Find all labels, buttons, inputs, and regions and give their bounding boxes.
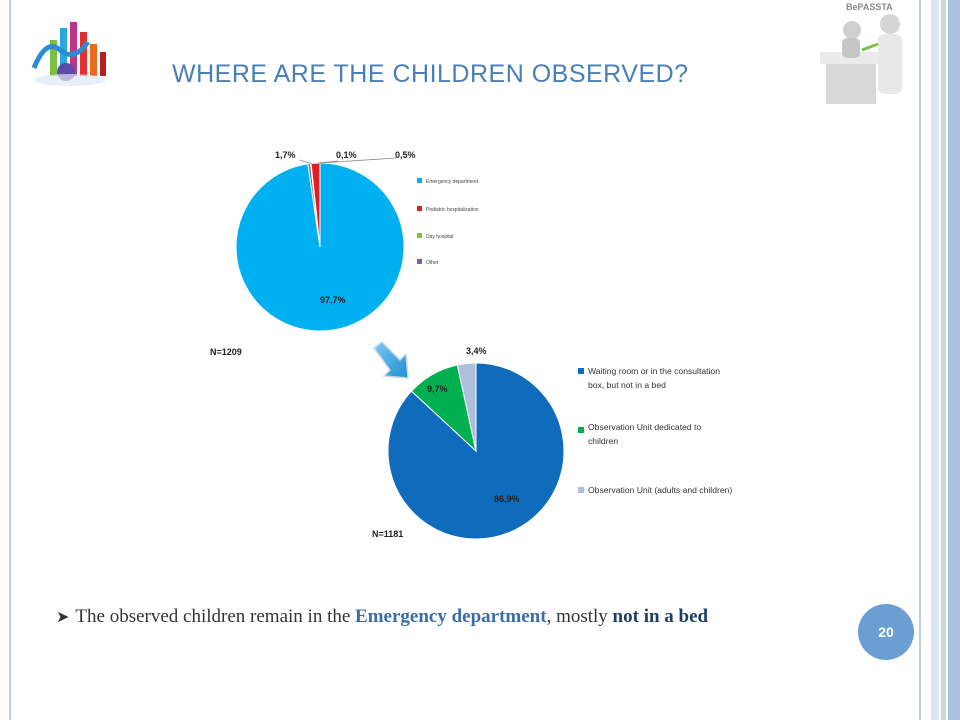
legend-label: Emergency department bbox=[426, 179, 479, 185]
chart-logo-icon bbox=[31, 22, 106, 86]
bullet-bold-not-in-bed: not in a bed bbox=[612, 606, 709, 627]
legend-label: Day hospital bbox=[426, 234, 454, 240]
legend-label: Observation Unit dedicated to bbox=[588, 422, 701, 432]
page-number-badge: 20 bbox=[858, 604, 914, 660]
pie1-data-label: 0,1% bbox=[336, 150, 357, 160]
pie1-data-label: 1,7% bbox=[275, 150, 296, 160]
pie2-slice bbox=[456, 362, 477, 452]
legend-swatch bbox=[578, 368, 584, 374]
legend-swatch bbox=[578, 487, 584, 493]
legend-swatch bbox=[578, 427, 584, 433]
legend-label: children bbox=[588, 436, 618, 446]
pie-chart-subunit: 86,9% 9,7% 3,4% Waiting room or in the c… bbox=[372, 346, 732, 540]
down-arrow-icon bbox=[372, 341, 409, 379]
legend-label: box, but not in a bed bbox=[588, 380, 666, 390]
pie1-legend: Emergency department Pediatric hospitali… bbox=[417, 178, 479, 266]
bullet-text: The observed children remain in the bbox=[75, 606, 356, 627]
pie1-leader-line bbox=[299, 159, 313, 165]
legend-swatch bbox=[417, 178, 422, 183]
pie2-data-label: 3,4% bbox=[466, 346, 487, 356]
legend-swatch bbox=[417, 206, 422, 211]
conclusion-bullet: ➤ The observed children remain in the Eme… bbox=[56, 604, 816, 631]
pie1-leaders bbox=[299, 157, 397, 165]
bullet-text: , mostly bbox=[546, 606, 613, 627]
legend-label: Observation Unit (adults and children) bbox=[588, 485, 732, 495]
pie2-legend: Waiting room or in the consultation box,… bbox=[578, 366, 732, 495]
pie1-data-label: 97,7% bbox=[320, 295, 346, 305]
pie2-data-label: 86,9% bbox=[494, 494, 520, 504]
bullet-bold-emergency: Emergency department bbox=[355, 606, 547, 627]
pie2-slices bbox=[387, 362, 565, 540]
legend-swatch bbox=[417, 233, 422, 238]
pie1-leader-line bbox=[319, 157, 397, 164]
pie2-n-label: N=1181 bbox=[372, 529, 403, 539]
bullet-arrow-icon: ➤ bbox=[56, 609, 70, 626]
pie2-data-label: 9,7% bbox=[427, 384, 448, 394]
legend-label: Other bbox=[426, 260, 439, 266]
logo-text: BePASSTA bbox=[846, 2, 893, 12]
pie1-n-label: N=1209 bbox=[210, 347, 242, 357]
pie-chart-location: 97,7% 1,7% 0,1% 0,5% Emergency departmen… bbox=[210, 150, 479, 357]
legend-swatch bbox=[417, 259, 422, 264]
bepassta-logo-icon: BePASSTA bbox=[820, 2, 902, 104]
legend-label: Waiting room or in the consultation bbox=[588, 366, 720, 376]
pie1-data-label: 0,5% bbox=[395, 150, 416, 160]
page-title: WHERE ARE THE CHILDREN OBSERVED? bbox=[172, 60, 689, 88]
pie1-slices bbox=[235, 162, 405, 332]
legend-label: Pediatric hospitalization bbox=[426, 207, 479, 213]
